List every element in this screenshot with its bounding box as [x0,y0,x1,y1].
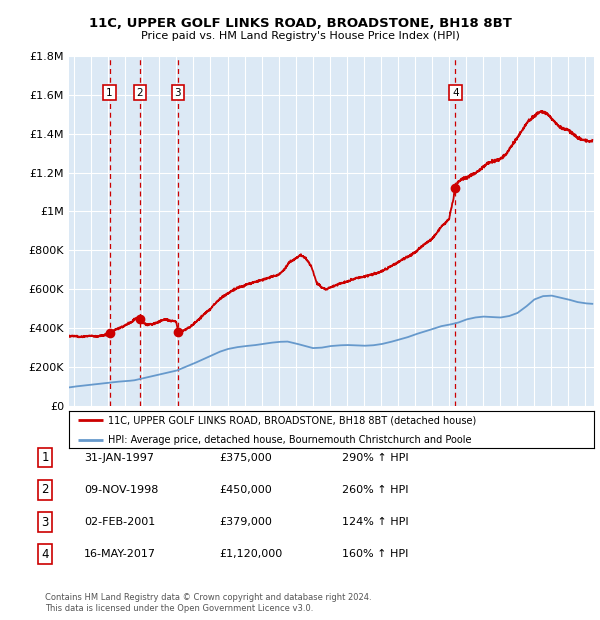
Text: £450,000: £450,000 [219,485,272,495]
Text: 290% ↑ HPI: 290% ↑ HPI [342,453,409,463]
Text: £375,000: £375,000 [219,453,272,463]
Text: 2: 2 [41,484,49,496]
Text: HPI: Average price, detached house, Bournemouth Christchurch and Poole: HPI: Average price, detached house, Bour… [109,435,472,445]
Text: 260% ↑ HPI: 260% ↑ HPI [342,485,409,495]
Text: 16-MAY-2017: 16-MAY-2017 [84,549,156,559]
Text: 124% ↑ HPI: 124% ↑ HPI [342,517,409,527]
Text: Price paid vs. HM Land Registry's House Price Index (HPI): Price paid vs. HM Land Registry's House … [140,31,460,41]
Text: 11C, UPPER GOLF LINKS ROAD, BROADSTONE, BH18 8BT: 11C, UPPER GOLF LINKS ROAD, BROADSTONE, … [89,17,511,30]
Text: £379,000: £379,000 [219,517,272,527]
Text: 09-NOV-1998: 09-NOV-1998 [84,485,158,495]
Text: 1: 1 [41,451,49,464]
Text: 11C, UPPER GOLF LINKS ROAD, BROADSTONE, BH18 8BT (detached house): 11C, UPPER GOLF LINKS ROAD, BROADSTONE, … [109,415,476,425]
Text: 31-JAN-1997: 31-JAN-1997 [84,453,154,463]
Text: 1: 1 [106,87,113,97]
Text: 160% ↑ HPI: 160% ↑ HPI [342,549,409,559]
Text: £1,120,000: £1,120,000 [219,549,282,559]
Text: 2: 2 [137,87,143,97]
Text: 3: 3 [41,516,49,528]
Text: 4: 4 [41,548,49,560]
Text: 02-FEB-2001: 02-FEB-2001 [84,517,155,527]
Text: 4: 4 [452,87,459,97]
Text: Contains HM Land Registry data © Crown copyright and database right 2024.
This d: Contains HM Land Registry data © Crown c… [45,593,371,613]
Text: 3: 3 [175,87,181,97]
